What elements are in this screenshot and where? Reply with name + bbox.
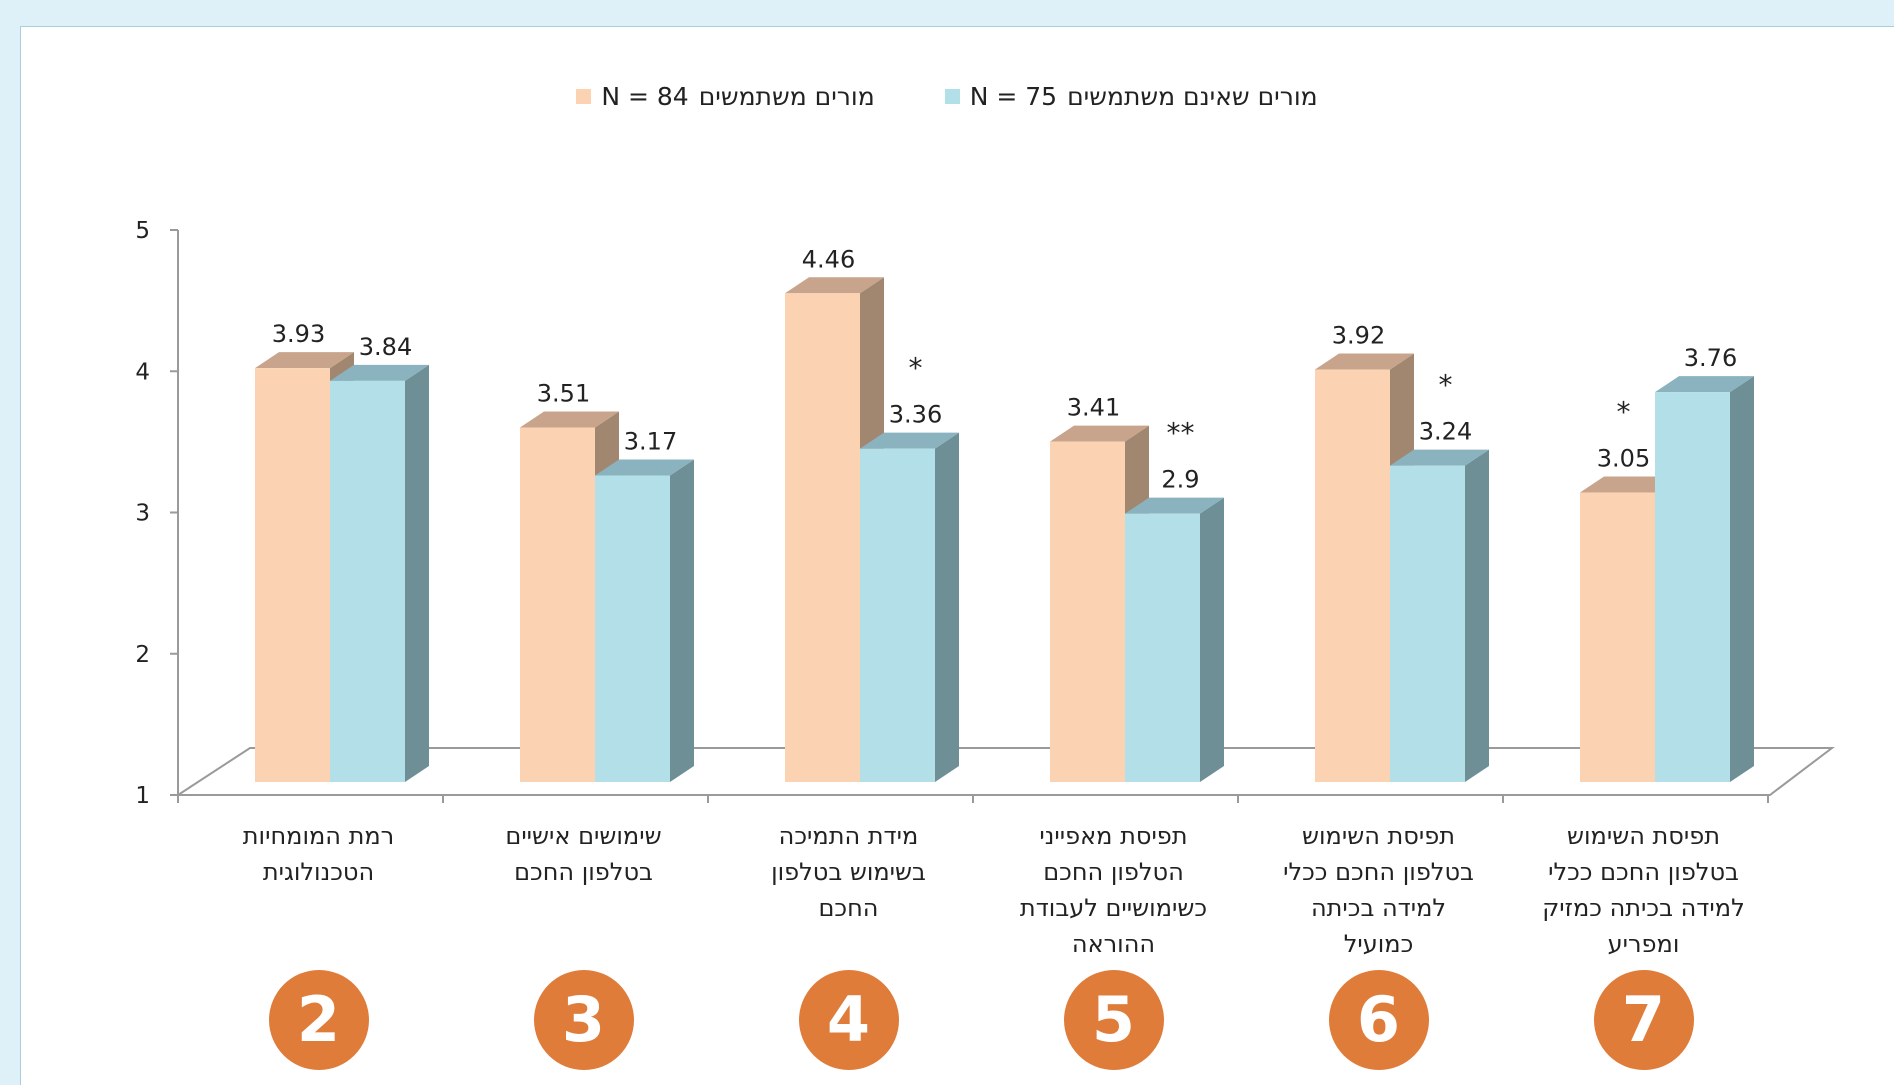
significance-marker: * bbox=[1617, 395, 1631, 428]
legend-item-users: N = 84 מורים משתמשים bbox=[576, 82, 875, 111]
value-label: 3.84 bbox=[359, 333, 412, 361]
bar-top bbox=[860, 432, 959, 449]
category-label-line: הטכנולוגית bbox=[262, 858, 375, 886]
category-label: תפיסת השימוש בטלפון החכם ככלי למידה בכיתה … bbox=[1514, 818, 1774, 962]
category-label: תפיסת השימוש בטלפון החכם ככלי למידה בכיתה כ… bbox=[1249, 818, 1509, 962]
category-label-line: תפיסת השימוש bbox=[1302, 822, 1455, 850]
category-label-line: בשימוש בטלפון bbox=[771, 858, 926, 886]
y-tick-label: 5 bbox=[135, 218, 150, 244]
value-label: 3.17 bbox=[624, 427, 677, 455]
category-label-line: בטלפון החכם ככלי bbox=[1548, 858, 1739, 886]
category-label-line: ההוראה bbox=[1071, 930, 1156, 958]
legend-item-nonusers: N = 75 מורים שאינם משתמשים bbox=[944, 82, 1318, 111]
category-number-badge: 5 bbox=[1063, 970, 1164, 1070]
value-label: 3.51 bbox=[537, 379, 590, 407]
value-label: 3.24 bbox=[1419, 418, 1472, 446]
legend-label-nonusers: מורים שאינם משתמשים bbox=[1067, 82, 1318, 111]
value-label: 3.92 bbox=[1332, 322, 1385, 350]
significance-marker: * bbox=[909, 352, 923, 385]
bar bbox=[595, 475, 670, 782]
category-label-line: שימושים אישיים bbox=[505, 822, 662, 850]
category-label: רמת המומחיות הטכנולוגית bbox=[189, 818, 449, 890]
bar-top bbox=[1315, 353, 1414, 370]
bar bbox=[330, 380, 405, 782]
bar-top bbox=[595, 459, 694, 476]
legend-swatch-users bbox=[576, 89, 592, 104]
value-label: 3.05 bbox=[1597, 444, 1650, 472]
category-label-line: בטלפון החכם bbox=[514, 858, 653, 886]
bar bbox=[785, 293, 860, 782]
y-tick-label: 2 bbox=[135, 642, 150, 668]
category-label: מידת התמיכה בשימוש בטלפון החכם bbox=[719, 818, 979, 926]
category-label-line: תפיסת מאפייני bbox=[1039, 822, 1188, 850]
category-number-badge: 2 bbox=[268, 970, 369, 1070]
bar bbox=[1580, 492, 1655, 782]
y-tick-label: 4 bbox=[135, 359, 150, 385]
bar bbox=[1315, 369, 1390, 782]
bar bbox=[1050, 441, 1125, 782]
category-label-line: למידה בכיתה bbox=[1310, 894, 1447, 922]
bar-side bbox=[1200, 497, 1224, 782]
value-label: 2.9 bbox=[1161, 466, 1199, 494]
value-label: 3.93 bbox=[272, 320, 325, 348]
bar bbox=[255, 368, 330, 782]
bar bbox=[520, 427, 595, 782]
category-label-line: הטלפון החכם bbox=[1043, 858, 1184, 886]
category-label-line: רמת המומחיות bbox=[242, 822, 395, 850]
chart-floor bbox=[174, 747, 1835, 796]
bar-top bbox=[330, 364, 429, 381]
bar-side bbox=[1465, 449, 1489, 782]
category-number-badge: 4 bbox=[798, 970, 899, 1070]
significance-marker: * bbox=[1439, 369, 1453, 402]
bar-top bbox=[520, 411, 619, 428]
bar-top bbox=[255, 352, 354, 369]
legend-n-nonusers: N = 75 bbox=[969, 82, 1058, 111]
category-label-line: למידה בכיתה כמזיק bbox=[1542, 894, 1745, 922]
category-label-line: החכם bbox=[818, 894, 879, 922]
legend-label-users: מורים משתמשים bbox=[698, 82, 875, 111]
bar bbox=[1655, 392, 1730, 782]
category-label-line: ומפריע bbox=[1607, 930, 1680, 958]
value-label: 3.76 bbox=[1684, 344, 1737, 372]
bar-top bbox=[1655, 376, 1754, 393]
category-label-line: תפיסת השימוש bbox=[1567, 822, 1720, 850]
value-label: 4.46 bbox=[802, 245, 855, 273]
category-label-line: כמועיל bbox=[1343, 930, 1414, 958]
value-label: 3.36 bbox=[889, 401, 942, 429]
value-label: 3.41 bbox=[1067, 394, 1120, 422]
bar-top bbox=[1390, 449, 1489, 466]
category-label-line: בטלפון החכם ככלי bbox=[1283, 858, 1474, 886]
bar-side bbox=[405, 364, 429, 782]
significance-marker: ** bbox=[1167, 417, 1195, 450]
category-label: שימושים אישיים בטלפון החכם bbox=[454, 818, 714, 890]
category-label: תפיסת מאפייני הטלפון החכם כשימושיים לעבודת… bbox=[984, 818, 1244, 962]
category-number-badge: 6 bbox=[1328, 970, 1429, 1070]
bar-side bbox=[935, 432, 959, 782]
bar-top bbox=[1125, 497, 1224, 514]
bar-top bbox=[785, 277, 884, 294]
legend-n-users: N = 84 bbox=[601, 82, 689, 111]
bar-top bbox=[1050, 425, 1149, 442]
legend-swatch-nonusers bbox=[944, 89, 960, 104]
bar-side bbox=[1730, 376, 1754, 782]
bar bbox=[1125, 513, 1200, 782]
legend: N = 84 מורים משתמשים N = 75 מורים שאינם … bbox=[0, 82, 1894, 111]
bar bbox=[1390, 465, 1465, 782]
y-tick-label: 3 bbox=[135, 501, 150, 527]
bar bbox=[860, 448, 935, 782]
bar-side bbox=[670, 459, 694, 782]
y-tick-label: 1 bbox=[135, 783, 150, 809]
category-label-line: כשימושיים לעבודת bbox=[1019, 894, 1208, 922]
category-number-badge: 3 bbox=[533, 970, 634, 1070]
category-label-line: מידת התמיכה bbox=[778, 822, 919, 850]
category-number-badge: 7 bbox=[1593, 970, 1694, 1070]
bar-top bbox=[1580, 476, 1679, 493]
